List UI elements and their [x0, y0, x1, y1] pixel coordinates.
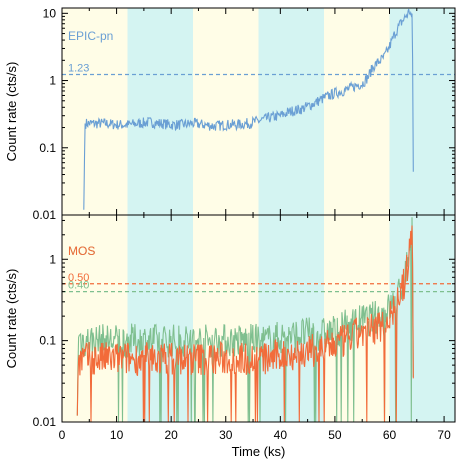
reference-label: 0.40	[68, 280, 89, 292]
y-axis-label: Count rate (cts/s)	[4, 269, 19, 369]
time-band-0	[62, 215, 128, 422]
plot-frame	[61, 214, 456, 423]
x-tick-label: 40	[274, 428, 288, 442]
series-line-1	[76, 225, 414, 422]
series-line-0	[83, 8, 414, 210]
x-tick-label: 0	[59, 428, 66, 442]
y-tick-label: 0.1	[39, 141, 56, 155]
y-tick-label: 0.01	[33, 208, 57, 222]
x-tick-label: 50	[328, 428, 342, 442]
x-tick-label: 60	[383, 428, 397, 442]
x-tick-label: 10	[110, 428, 124, 442]
panel-top: 1.23 EPIC-pn 0.01 0.1 1 10 Count rate (cts/s)	[4, 6, 456, 222]
reference-label: 0.50	[68, 272, 89, 284]
x-axis-label: Time (ks)	[232, 444, 286, 459]
series-label: EPIC-pn	[68, 29, 113, 43]
time-band-2	[193, 8, 259, 215]
x-tick-label: 30	[219, 428, 233, 442]
time-band-5	[389, 8, 455, 215]
time-band-0	[62, 8, 128, 215]
time-band-3	[258, 215, 324, 422]
y-tick-label: 0.1	[39, 334, 56, 348]
x-tick-label: 20	[164, 428, 178, 442]
series-label: MOS	[68, 244, 95, 258]
time-band-1	[127, 8, 193, 215]
time-band-4	[324, 8, 390, 215]
reference-label: 1.23	[68, 63, 89, 75]
y-tick-label: 1	[49, 74, 56, 88]
y-tick-label: 0.01	[33, 415, 57, 429]
y-tick-label: 1	[49, 252, 56, 266]
time-band-5	[389, 215, 455, 422]
x-tick-label: 70	[437, 428, 451, 442]
series-label: MOS	[68, 244, 95, 258]
y-tick-label: 10	[43, 6, 57, 20]
y-axis-label: Count rate (cts/s)	[4, 62, 19, 162]
series-line-0	[76, 217, 414, 422]
